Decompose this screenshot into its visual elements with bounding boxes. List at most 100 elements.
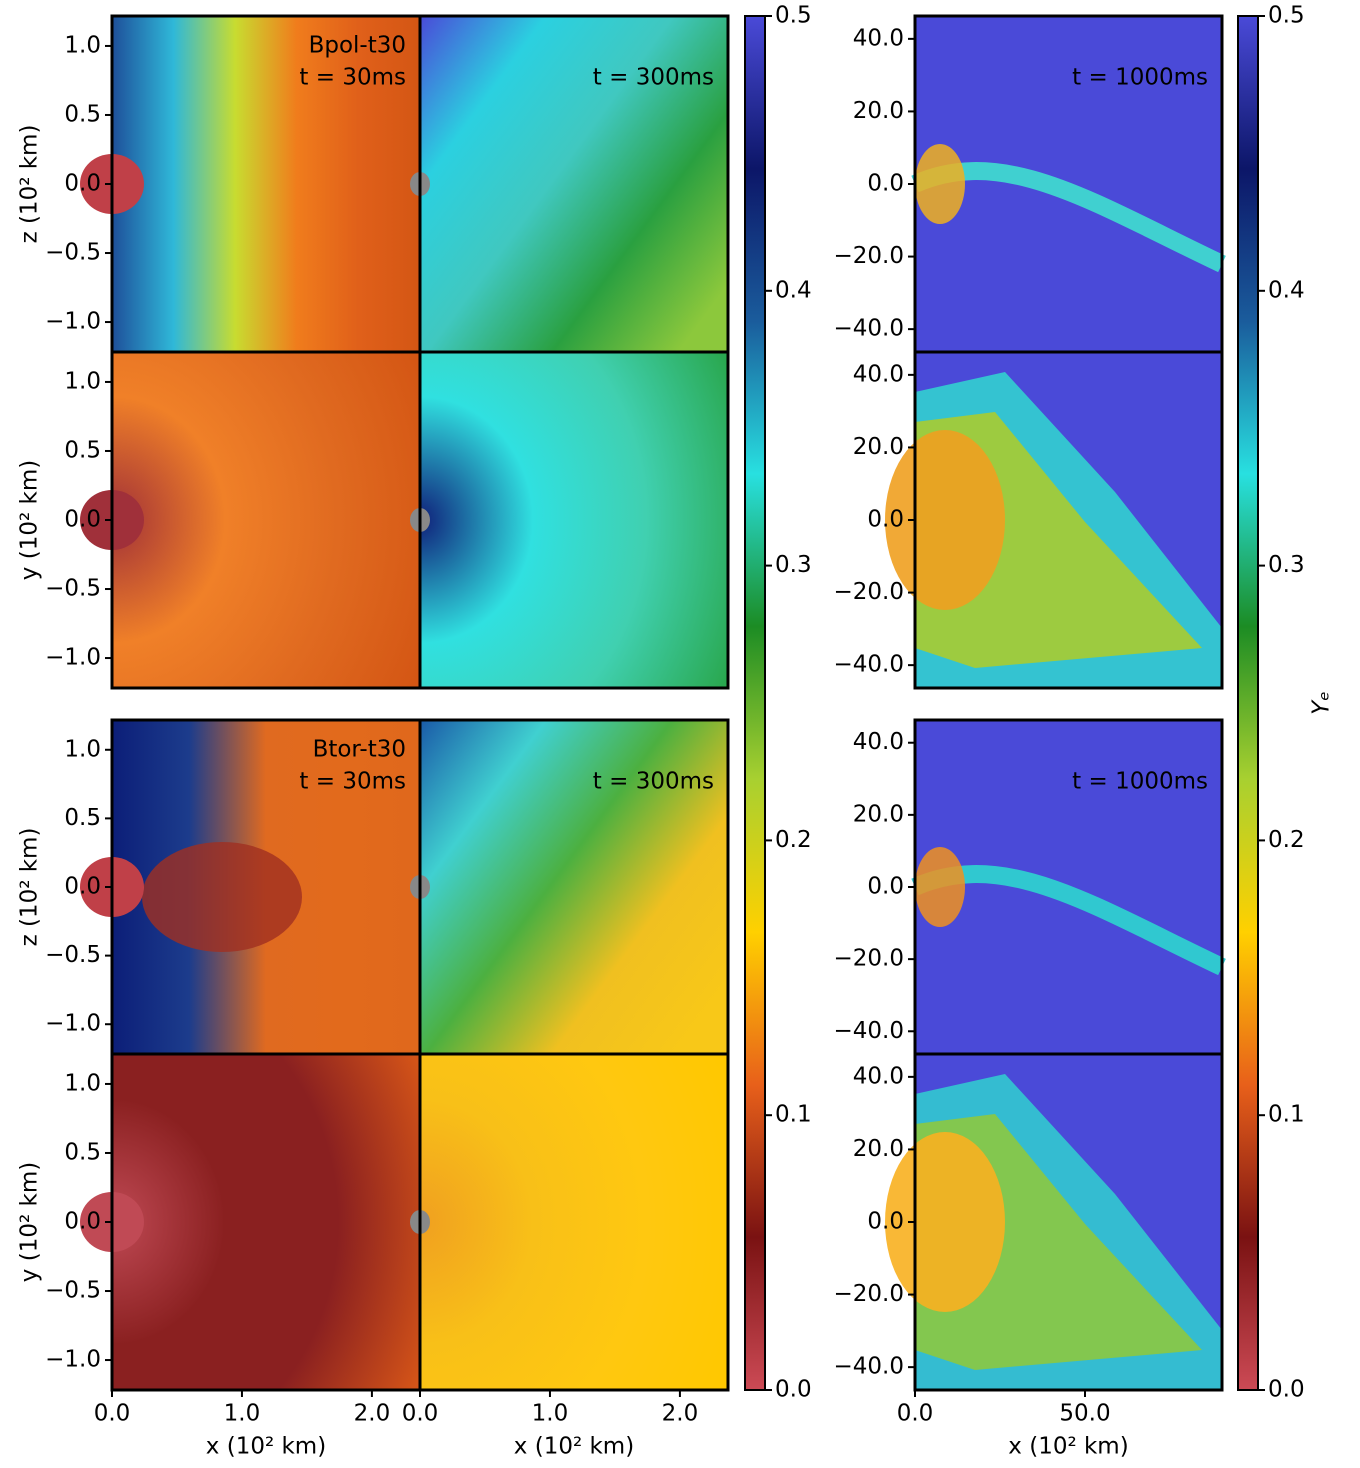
panel-annotation: Bpol-t30 xyxy=(309,33,406,59)
y-tick-label: −40.0 xyxy=(834,1354,904,1380)
x-tick-label: 0.0 xyxy=(402,1401,439,1427)
y-tick-label: −20.0 xyxy=(834,579,904,605)
y-tick-label: 20.0 xyxy=(853,98,904,124)
y-tick-label: −40.0 xyxy=(834,652,904,678)
y-tick-label: −20.0 xyxy=(834,243,904,269)
y-tick-label: 20.0 xyxy=(853,1136,904,1162)
heatmap-panel xyxy=(885,1052,1224,1392)
heatmap-panel xyxy=(885,350,1224,690)
y-tick-label: −1.0 xyxy=(45,1011,101,1037)
y-tick-label: 0.0 xyxy=(867,507,904,533)
y-tick-label: −0.5 xyxy=(45,1278,101,1304)
heatmap-panel xyxy=(410,1052,730,1392)
y-axis-label: y (10² km) xyxy=(17,1162,43,1282)
y-tick-label: 20.0 xyxy=(853,434,904,460)
heatmap-image xyxy=(420,720,728,1054)
heatmap-panel xyxy=(410,718,730,1056)
heatmap-image xyxy=(420,16,728,352)
y-tick-label: 0.5 xyxy=(64,805,101,831)
y-tick-label: 1.0 xyxy=(64,736,101,762)
y-tick-label: 40.0 xyxy=(853,729,904,755)
y-tick-label: 0.0 xyxy=(64,171,101,197)
panel-annotation: t = 30ms xyxy=(299,65,406,91)
heatmap-feature xyxy=(915,847,965,927)
heatmap-panel xyxy=(80,1052,422,1392)
y-tick-label: 0.0 xyxy=(867,1209,904,1235)
y-axis-label: z (10² km) xyxy=(17,828,43,947)
colorbar-tick-label: 0.2 xyxy=(775,827,812,853)
y-tick-label: 0.0 xyxy=(64,1209,101,1235)
y-tick-label: 0.5 xyxy=(64,101,101,127)
x-tick-label: 1.0 xyxy=(532,1401,569,1427)
panel-annotation: t = 30ms xyxy=(299,769,406,795)
y-tick-label: 40.0 xyxy=(853,361,904,387)
x-tick-label: 2.0 xyxy=(662,1401,699,1427)
y-tick-label: 0.5 xyxy=(64,1139,101,1165)
colorbar xyxy=(744,15,766,1391)
y-tick-label: 0.0 xyxy=(64,507,101,533)
colorbar-tick-label: 0.2 xyxy=(1268,827,1305,853)
panel-annotation: t = 1000ms xyxy=(1072,65,1208,91)
x-axis-label: x (10² km) xyxy=(1008,1434,1128,1460)
colorbar-tick-label: 0.1 xyxy=(775,1102,812,1128)
y-tick-label: −0.5 xyxy=(45,576,101,602)
colorbar-tick-label: 0.0 xyxy=(1268,1377,1305,1403)
colorbar-tick-label: 0.5 xyxy=(775,3,812,29)
y-tick-label: −20.0 xyxy=(834,1281,904,1307)
y-tick-label: −0.5 xyxy=(45,240,101,266)
x-axis-label: x (10² km) xyxy=(514,1434,634,1460)
colorbar-tick-label: 0.0 xyxy=(775,1377,812,1403)
x-tick-label: 0.0 xyxy=(897,1401,934,1427)
y-tick-label: 40.0 xyxy=(853,25,904,51)
y-tick-label: 0.0 xyxy=(867,171,904,197)
y-axis-label: y (10² km) xyxy=(17,460,43,580)
y-tick-label: −1.0 xyxy=(45,645,101,671)
heatmap-panel xyxy=(911,718,1226,1056)
y-tick-label: 1.0 xyxy=(64,1070,101,1096)
panel-frame xyxy=(418,350,730,690)
y-tick-label: −1.0 xyxy=(45,1347,101,1373)
heatmap-panel xyxy=(80,350,422,690)
x-tick-label: 2.0 xyxy=(354,1401,391,1427)
panel-frame xyxy=(418,1052,730,1392)
colorbar-label: Yₑ xyxy=(1309,691,1335,715)
panel-annotation: Btor-t30 xyxy=(313,737,406,763)
colorbar-tick-label: 0.4 xyxy=(775,277,812,303)
panel-annotation: t = 300ms xyxy=(593,65,714,91)
heatmap-image xyxy=(420,352,728,688)
heatmap-panel xyxy=(410,14,730,354)
x-tick-label: 0.0 xyxy=(94,1401,131,1427)
colorbar-tick-label: 0.1 xyxy=(1268,1102,1305,1128)
heatmap-panel xyxy=(410,350,730,690)
panel-annotation: t = 1000ms xyxy=(1072,769,1208,795)
colorbar-tick-label: 0.3 xyxy=(775,552,812,578)
y-tick-label: 40.0 xyxy=(853,1063,904,1089)
x-tick-label: 1.0 xyxy=(224,1401,261,1427)
y-tick-label: 20.0 xyxy=(853,801,904,827)
colorbar-tick-label: 0.5 xyxy=(1268,3,1305,29)
colorbar-tick-label: 0.3 xyxy=(1268,552,1305,578)
heatmap-feature xyxy=(142,842,302,952)
colorbar xyxy=(1237,15,1259,1391)
heatmap-image xyxy=(420,1054,728,1390)
panel-annotation: t = 300ms xyxy=(593,769,714,795)
colorbar-tick-label: 0.4 xyxy=(1268,277,1305,303)
y-tick-label: −1.0 xyxy=(45,309,101,335)
y-axis-label: z (10² km) xyxy=(17,125,43,244)
heatmap-image xyxy=(112,352,420,688)
y-tick-label: −40.0 xyxy=(834,1018,904,1044)
y-tick-label: 0.0 xyxy=(64,874,101,900)
heatmap-feature xyxy=(915,144,965,224)
y-tick-label: 0.0 xyxy=(867,874,904,900)
x-axis-label: x (10² km) xyxy=(206,1434,326,1460)
y-tick-label: −40.0 xyxy=(834,316,904,342)
heatmap-image xyxy=(112,16,420,352)
y-tick-label: 1.0 xyxy=(64,32,101,58)
y-tick-label: −0.5 xyxy=(45,942,101,968)
y-tick-label: 0.5 xyxy=(64,437,101,463)
x-tick-label: 50.0 xyxy=(1059,1401,1110,1427)
heatmap-image xyxy=(112,1054,420,1390)
y-tick-label: 1.0 xyxy=(64,368,101,394)
y-tick-label: −20.0 xyxy=(834,946,904,972)
